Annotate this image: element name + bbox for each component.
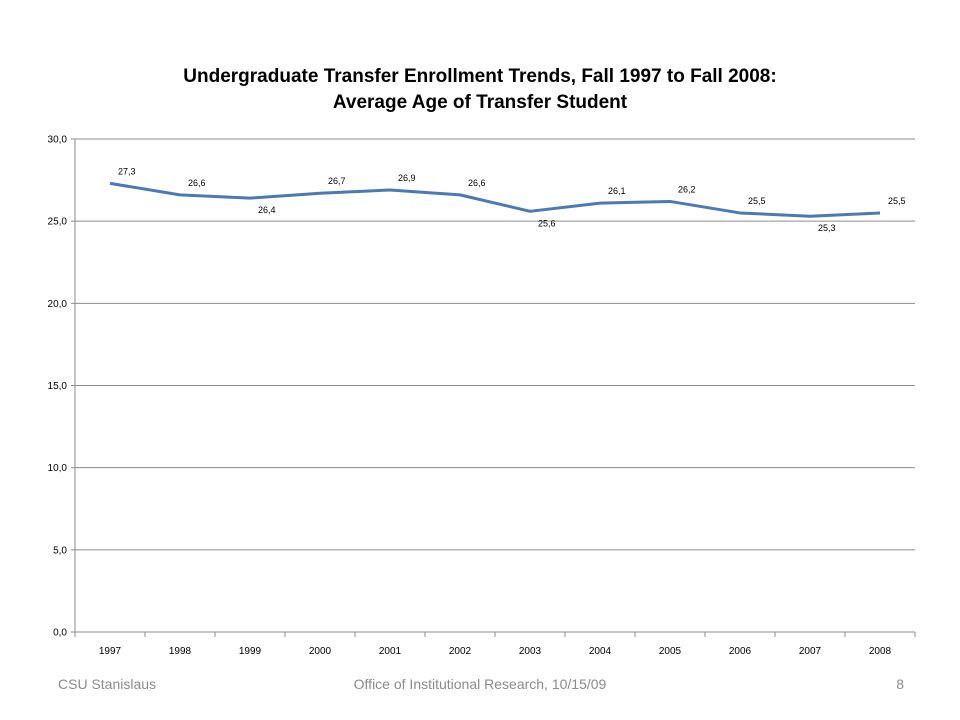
x-tick-label: 1999: [239, 646, 262, 657]
x-tick-label: 2004: [589, 646, 612, 657]
x-tick-label: 1998: [169, 646, 192, 657]
data-label: 25,5: [888, 196, 906, 206]
data-label: 26,6: [188, 178, 206, 188]
y-tick-label: 20,0: [48, 299, 68, 310]
x-tick-label: 2000: [309, 646, 332, 657]
y-tick-label: 0,0: [53, 628, 67, 639]
x-tick-label: 2008: [869, 646, 892, 657]
x-tick-label: 2001: [379, 646, 402, 657]
data-label: 26,9: [398, 173, 416, 183]
y-tick-label: 25,0: [48, 217, 68, 228]
x-tick-label: 2003: [519, 646, 542, 657]
x-tick-label: 2005: [659, 646, 682, 657]
x-tick-label: 1997: [99, 646, 122, 657]
y-tick-label: 30,0: [48, 135, 68, 146]
footer-office-date: Office of Institutional Research, 10/15/…: [353, 676, 607, 692]
data-label: 25,3: [818, 223, 836, 233]
x-tick-label: 2002: [449, 646, 472, 657]
data-label: 26,4: [258, 205, 276, 215]
data-label: 25,6: [538, 218, 556, 228]
data-label: 26,6: [468, 178, 486, 188]
data-label: 26,7: [328, 176, 346, 186]
footer-page-number: 8: [896, 676, 904, 692]
chart-title: Undergraduate Transfer Enrollment Trends…: [183, 66, 777, 87]
chart-title-block: Undergraduate Transfer Enrollment Trends…: [60, 64, 900, 116]
x-tick-label: 2006: [729, 646, 752, 657]
data-label: 26,1: [608, 186, 626, 196]
chart-subtitle: Average Age of Transfer Student: [332, 92, 628, 113]
x-tick-label: 2007: [799, 646, 822, 657]
series-line: [109, 181, 881, 218]
y-tick-label: 5,0: [53, 545, 67, 556]
y-tick-label: 10,0: [48, 463, 68, 474]
data-label: 27,3: [118, 166, 136, 176]
data-label: 26,2: [678, 184, 696, 194]
footer-organization: CSU Stanislaus: [58, 676, 157, 692]
data-label: 25,5: [748, 196, 766, 206]
y-tick-label: 15,0: [48, 381, 68, 392]
